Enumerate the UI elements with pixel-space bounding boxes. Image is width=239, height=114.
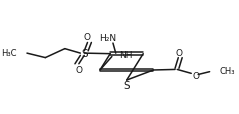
Text: O: O <box>75 65 82 74</box>
Text: O: O <box>176 49 183 58</box>
Text: S: S <box>81 49 87 59</box>
Text: H₂N: H₂N <box>99 34 116 43</box>
Text: O: O <box>84 33 91 42</box>
Text: H₃C: H₃C <box>1 49 16 58</box>
Text: S: S <box>123 80 130 90</box>
Text: O: O <box>192 71 199 80</box>
Text: CH₃: CH₃ <box>220 66 235 75</box>
Text: NH: NH <box>119 50 132 59</box>
